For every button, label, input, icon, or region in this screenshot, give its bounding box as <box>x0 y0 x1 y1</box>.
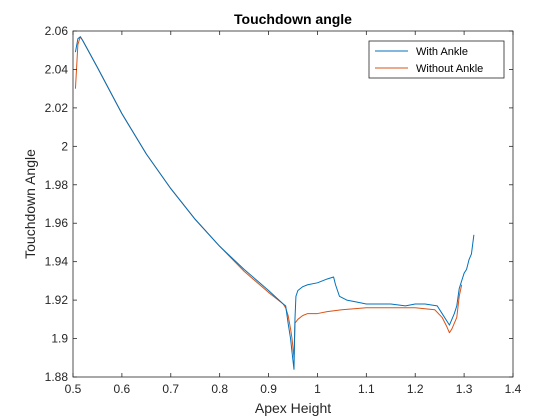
y-tick-label: 2.04 <box>45 62 69 76</box>
x-tick-label: 1.2 <box>407 382 424 396</box>
y-tick-label: 1.9 <box>51 332 68 346</box>
x-tick-label: 1.4 <box>505 382 522 396</box>
axes-box <box>72 30 514 378</box>
x-tick-label: 0.8 <box>211 382 228 396</box>
y-tick-label: 2.06 <box>45 24 69 38</box>
y-tick-label: 1.96 <box>45 216 69 230</box>
x-tick-label: 0.6 <box>114 382 131 396</box>
legend-label-with-ankle: With Ankle <box>416 46 468 58</box>
y-tick-label: 1.92 <box>45 293 69 307</box>
x-tick-label: 0.5 <box>65 382 82 396</box>
x-tick-label: 0.9 <box>260 382 277 396</box>
series-line-with-ankle <box>74 36 475 370</box>
y-tick-label: 2.02 <box>45 101 69 115</box>
x-tick-label: 1 <box>314 382 321 396</box>
legend: With Ankle Without Ankle <box>368 40 505 79</box>
plot-background <box>73 31 513 377</box>
axes <box>72 30 514 378</box>
chart-title: Touchdown angle <box>234 11 352 27</box>
y-tick-label: 1.98 <box>45 178 69 192</box>
y-axis-label: Touchdown Angle <box>22 149 38 259</box>
y-tick-label: 1.88 <box>45 370 69 384</box>
x-tick-label: 1.1 <box>358 382 375 396</box>
x-axis-label: Apex Height <box>255 400 331 416</box>
y-tick-label: 2 <box>61 139 68 153</box>
legend-box <box>368 40 505 79</box>
x-tick-label: 0.7 <box>162 382 179 396</box>
x-ticks: 0.5 0.6 0.7 0.8 0.9 1 1.1 1.2 1.3 1.4 <box>65 31 522 396</box>
legend-label-without-ankle: Without Ankle <box>416 63 483 75</box>
x-tick-label: 1.3 <box>456 382 473 396</box>
series-lines <box>74 36 475 370</box>
y-ticks: 1.88 1.9 1.92 1.94 1.96 1.98 2 2.02 2.04 2.06 <box>45 24 513 384</box>
y-tick-label: 1.94 <box>45 255 69 269</box>
plot-area <box>73 31 513 377</box>
